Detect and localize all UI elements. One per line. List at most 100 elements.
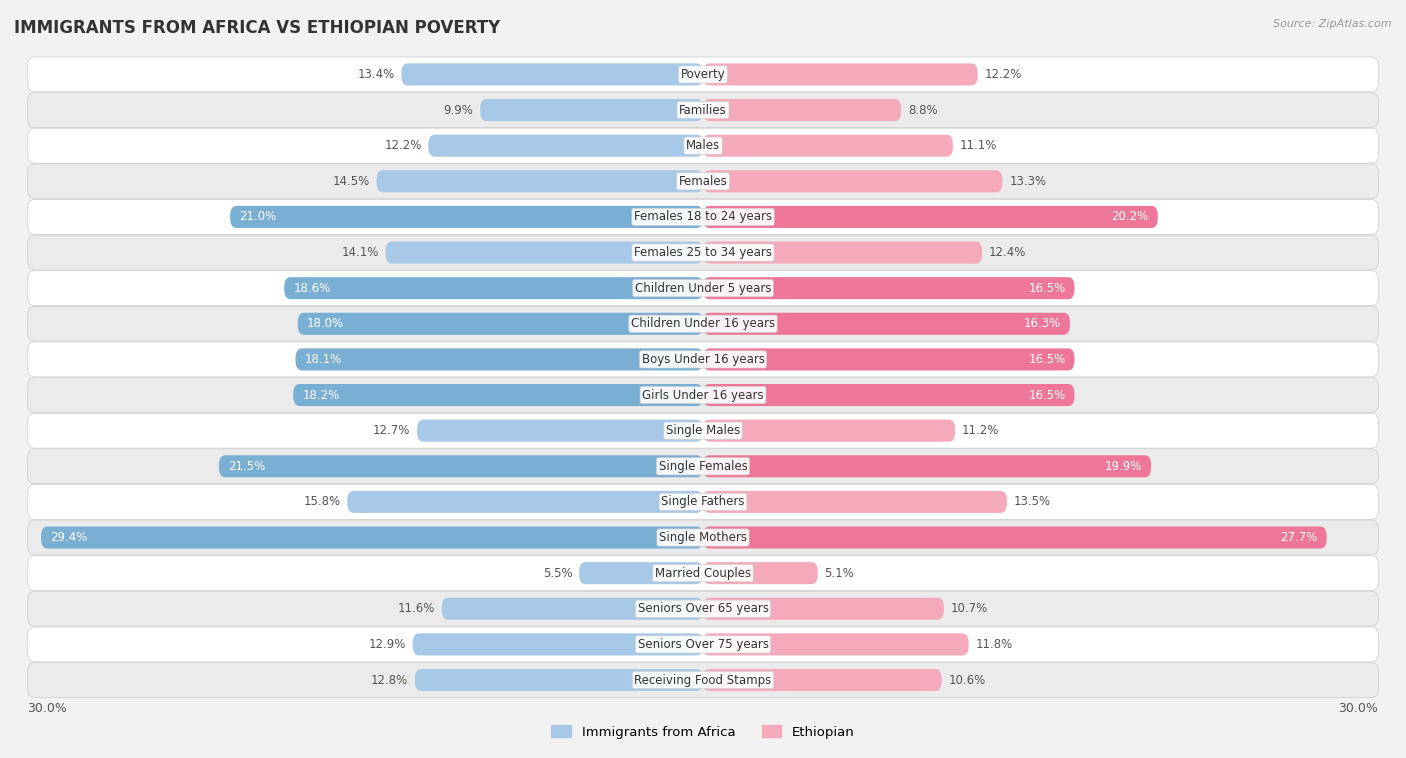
Text: Families: Families <box>679 104 727 117</box>
Text: 19.9%: 19.9% <box>1105 460 1142 473</box>
Text: 16.5%: 16.5% <box>1028 353 1066 366</box>
Text: Source: ZipAtlas.com: Source: ZipAtlas.com <box>1274 19 1392 29</box>
FancyBboxPatch shape <box>27 377 1379 412</box>
FancyBboxPatch shape <box>347 491 703 513</box>
FancyBboxPatch shape <box>703 313 1070 335</box>
Text: 11.1%: 11.1% <box>960 139 997 152</box>
FancyBboxPatch shape <box>27 342 1379 377</box>
Text: 13.4%: 13.4% <box>357 68 395 81</box>
Text: 18.1%: 18.1% <box>305 353 342 366</box>
Text: Single Fathers: Single Fathers <box>661 496 745 509</box>
Text: 11.2%: 11.2% <box>962 424 1000 437</box>
FancyBboxPatch shape <box>703 135 953 157</box>
FancyBboxPatch shape <box>298 313 703 335</box>
FancyBboxPatch shape <box>27 271 1379 305</box>
Text: 29.4%: 29.4% <box>51 531 87 544</box>
FancyBboxPatch shape <box>27 591 1379 626</box>
Text: 11.8%: 11.8% <box>976 638 1012 651</box>
FancyBboxPatch shape <box>415 669 703 691</box>
Text: Females: Females <box>679 175 727 188</box>
FancyBboxPatch shape <box>703 99 901 121</box>
Text: 12.7%: 12.7% <box>373 424 411 437</box>
Text: 15.8%: 15.8% <box>304 496 340 509</box>
Text: Males: Males <box>686 139 720 152</box>
FancyBboxPatch shape <box>27 57 1379 92</box>
FancyBboxPatch shape <box>27 520 1379 555</box>
Text: 16.5%: 16.5% <box>1028 282 1066 295</box>
Text: Receiving Food Stamps: Receiving Food Stamps <box>634 674 772 687</box>
FancyBboxPatch shape <box>294 384 703 406</box>
Text: Females 25 to 34 years: Females 25 to 34 years <box>634 246 772 259</box>
Text: 13.3%: 13.3% <box>1010 175 1046 188</box>
Text: 12.2%: 12.2% <box>384 139 422 152</box>
FancyBboxPatch shape <box>27 662 1379 697</box>
FancyBboxPatch shape <box>703 420 955 442</box>
Text: 21.5%: 21.5% <box>228 460 266 473</box>
Text: Children Under 5 years: Children Under 5 years <box>634 282 772 295</box>
Text: 18.6%: 18.6% <box>294 282 330 295</box>
FancyBboxPatch shape <box>27 306 1379 341</box>
Legend: Immigrants from Africa, Ethiopian: Immigrants from Africa, Ethiopian <box>546 720 860 744</box>
FancyBboxPatch shape <box>703 527 1327 549</box>
FancyBboxPatch shape <box>579 562 703 584</box>
Text: Poverty: Poverty <box>681 68 725 81</box>
Text: IMMIGRANTS FROM AFRICA VS ETHIOPIAN POVERTY: IMMIGRANTS FROM AFRICA VS ETHIOPIAN POVE… <box>14 19 501 37</box>
FancyBboxPatch shape <box>703 634 969 656</box>
Text: 16.3%: 16.3% <box>1024 318 1062 330</box>
Text: 14.5%: 14.5% <box>333 175 370 188</box>
FancyBboxPatch shape <box>479 99 703 121</box>
FancyBboxPatch shape <box>412 634 703 656</box>
FancyBboxPatch shape <box>27 199 1379 234</box>
Text: 11.6%: 11.6% <box>398 603 434 615</box>
FancyBboxPatch shape <box>703 562 818 584</box>
Text: 30.0%: 30.0% <box>28 702 67 715</box>
FancyBboxPatch shape <box>295 349 703 371</box>
FancyBboxPatch shape <box>418 420 703 442</box>
FancyBboxPatch shape <box>27 484 1379 519</box>
Text: Children Under 16 years: Children Under 16 years <box>631 318 775 330</box>
FancyBboxPatch shape <box>703 491 1007 513</box>
Text: 21.0%: 21.0% <box>239 211 277 224</box>
Text: 20.2%: 20.2% <box>1112 211 1149 224</box>
FancyBboxPatch shape <box>703 669 942 691</box>
Text: Boys Under 16 years: Boys Under 16 years <box>641 353 765 366</box>
FancyBboxPatch shape <box>41 527 703 549</box>
Text: 12.4%: 12.4% <box>988 246 1026 259</box>
Text: Single Males: Single Males <box>666 424 740 437</box>
FancyBboxPatch shape <box>27 627 1379 662</box>
FancyBboxPatch shape <box>27 556 1379 590</box>
Text: 30.0%: 30.0% <box>1339 702 1378 715</box>
Text: Single Mothers: Single Mothers <box>659 531 747 544</box>
FancyBboxPatch shape <box>231 206 703 228</box>
FancyBboxPatch shape <box>703 349 1074 371</box>
FancyBboxPatch shape <box>703 456 1152 478</box>
Text: 13.5%: 13.5% <box>1014 496 1050 509</box>
Text: Married Couples: Married Couples <box>655 567 751 580</box>
Text: Females 18 to 24 years: Females 18 to 24 years <box>634 211 772 224</box>
FancyBboxPatch shape <box>703 206 1157 228</box>
Text: 8.8%: 8.8% <box>908 104 938 117</box>
FancyBboxPatch shape <box>27 92 1379 127</box>
FancyBboxPatch shape <box>27 413 1379 448</box>
Text: Seniors Over 75 years: Seniors Over 75 years <box>637 638 769 651</box>
Text: Girls Under 16 years: Girls Under 16 years <box>643 389 763 402</box>
Text: 10.7%: 10.7% <box>950 603 988 615</box>
Text: 27.7%: 27.7% <box>1281 531 1317 544</box>
Text: Seniors Over 65 years: Seniors Over 65 years <box>637 603 769 615</box>
Text: 18.0%: 18.0% <box>307 318 344 330</box>
FancyBboxPatch shape <box>385 242 703 264</box>
Text: 14.1%: 14.1% <box>342 246 378 259</box>
FancyBboxPatch shape <box>401 64 703 86</box>
FancyBboxPatch shape <box>703 277 1074 299</box>
Text: 5.1%: 5.1% <box>824 567 855 580</box>
Text: 10.6%: 10.6% <box>949 674 986 687</box>
Text: 12.9%: 12.9% <box>368 638 406 651</box>
Text: 12.8%: 12.8% <box>371 674 408 687</box>
FancyBboxPatch shape <box>27 449 1379 484</box>
FancyBboxPatch shape <box>703 384 1074 406</box>
Text: Single Females: Single Females <box>658 460 748 473</box>
FancyBboxPatch shape <box>27 164 1379 199</box>
FancyBboxPatch shape <box>27 235 1379 270</box>
Text: 12.2%: 12.2% <box>984 68 1022 81</box>
FancyBboxPatch shape <box>441 598 703 620</box>
